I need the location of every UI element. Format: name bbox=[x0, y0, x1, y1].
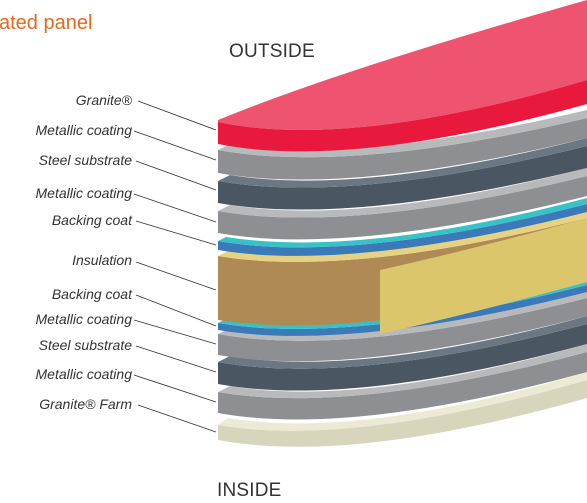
layer-label-steel-substrate-1: Steel substrate bbox=[38, 152, 132, 168]
layer-granite-side bbox=[218, 80, 587, 152]
leader-line-metallic-coating-1 bbox=[133, 130, 217, 161]
layer-metallic-coating-1-side bbox=[218, 118, 587, 180]
leader-line-steel-substrate-2 bbox=[135, 345, 217, 373]
layer-metallic-coating-4-side bbox=[218, 352, 587, 420]
layer-label-granite-farm: Granite® Farm bbox=[39, 396, 132, 412]
layer-metallic-coating-2-side bbox=[218, 176, 587, 240]
layer-backing-coat-1-side bbox=[218, 204, 587, 256]
layer-label-insulation: Insulation bbox=[72, 252, 132, 268]
layer-label-metallic-coating-3: Metallic coating bbox=[35, 311, 133, 327]
leader-line-backing-coat-2 bbox=[135, 294, 217, 327]
layer-label-metallic-coating-4: Metallic coating bbox=[35, 366, 133, 382]
leader-line-backing-coat-1 bbox=[135, 220, 217, 246]
layer-insulation-front bbox=[380, 218, 587, 334]
inside-label: INSIDE bbox=[217, 480, 282, 501]
leader-line-metallic-coating-2 bbox=[133, 193, 217, 223]
layer-label-metallic-coating-2: Metallic coating bbox=[35, 185, 133, 201]
leader-line-insulation bbox=[135, 261, 217, 291]
layer-granite-farm-top bbox=[218, 372, 587, 431]
layer-steel-substrate-1-side bbox=[218, 146, 587, 210]
layer-metallic-coating-3-top bbox=[218, 290, 587, 341]
layer-granite-farm-side bbox=[218, 380, 587, 447]
layer-metallic-coating-4-top bbox=[218, 344, 587, 399]
layer-label-backing-coat-1: Backing coat bbox=[51, 212, 132, 228]
diagram-title: ated panel bbox=[0, 12, 93, 34]
layer-steel-substrate-1-top bbox=[218, 138, 587, 188]
outside-label: OUTSIDE bbox=[229, 41, 315, 62]
leader-line-metallic-coating-3 bbox=[133, 319, 217, 345]
leader-line-granite-farm bbox=[137, 404, 217, 433]
layer-backing-coat-1-top bbox=[218, 198, 587, 248]
leader-lines bbox=[133, 100, 217, 433]
leader-line-metallic-coating-4 bbox=[133, 374, 217, 403]
layer-label-granite: Granite® bbox=[75, 92, 132, 108]
layer-insulation-top bbox=[218, 210, 587, 262]
layer-steel-substrate-2-side bbox=[218, 324, 587, 391]
layer-metallic-coating-2-top bbox=[218, 168, 587, 218]
layer-steel-substrate-2-top bbox=[218, 316, 587, 369]
layer-label-backing-coat-2: Backing coat bbox=[51, 286, 132, 302]
layer-label-metallic-coating-1: Metallic coating bbox=[35, 122, 133, 138]
leader-line-granite bbox=[137, 100, 217, 131]
layer-granite-top bbox=[218, 0, 587, 130]
layer-metallic-coating-3-side bbox=[218, 298, 587, 362]
layer-metallic-coating-1-top bbox=[218, 110, 587, 158]
layer-label-steel-substrate-2: Steel substrate bbox=[38, 337, 132, 353]
leader-line-steel-substrate-1 bbox=[135, 160, 217, 191]
